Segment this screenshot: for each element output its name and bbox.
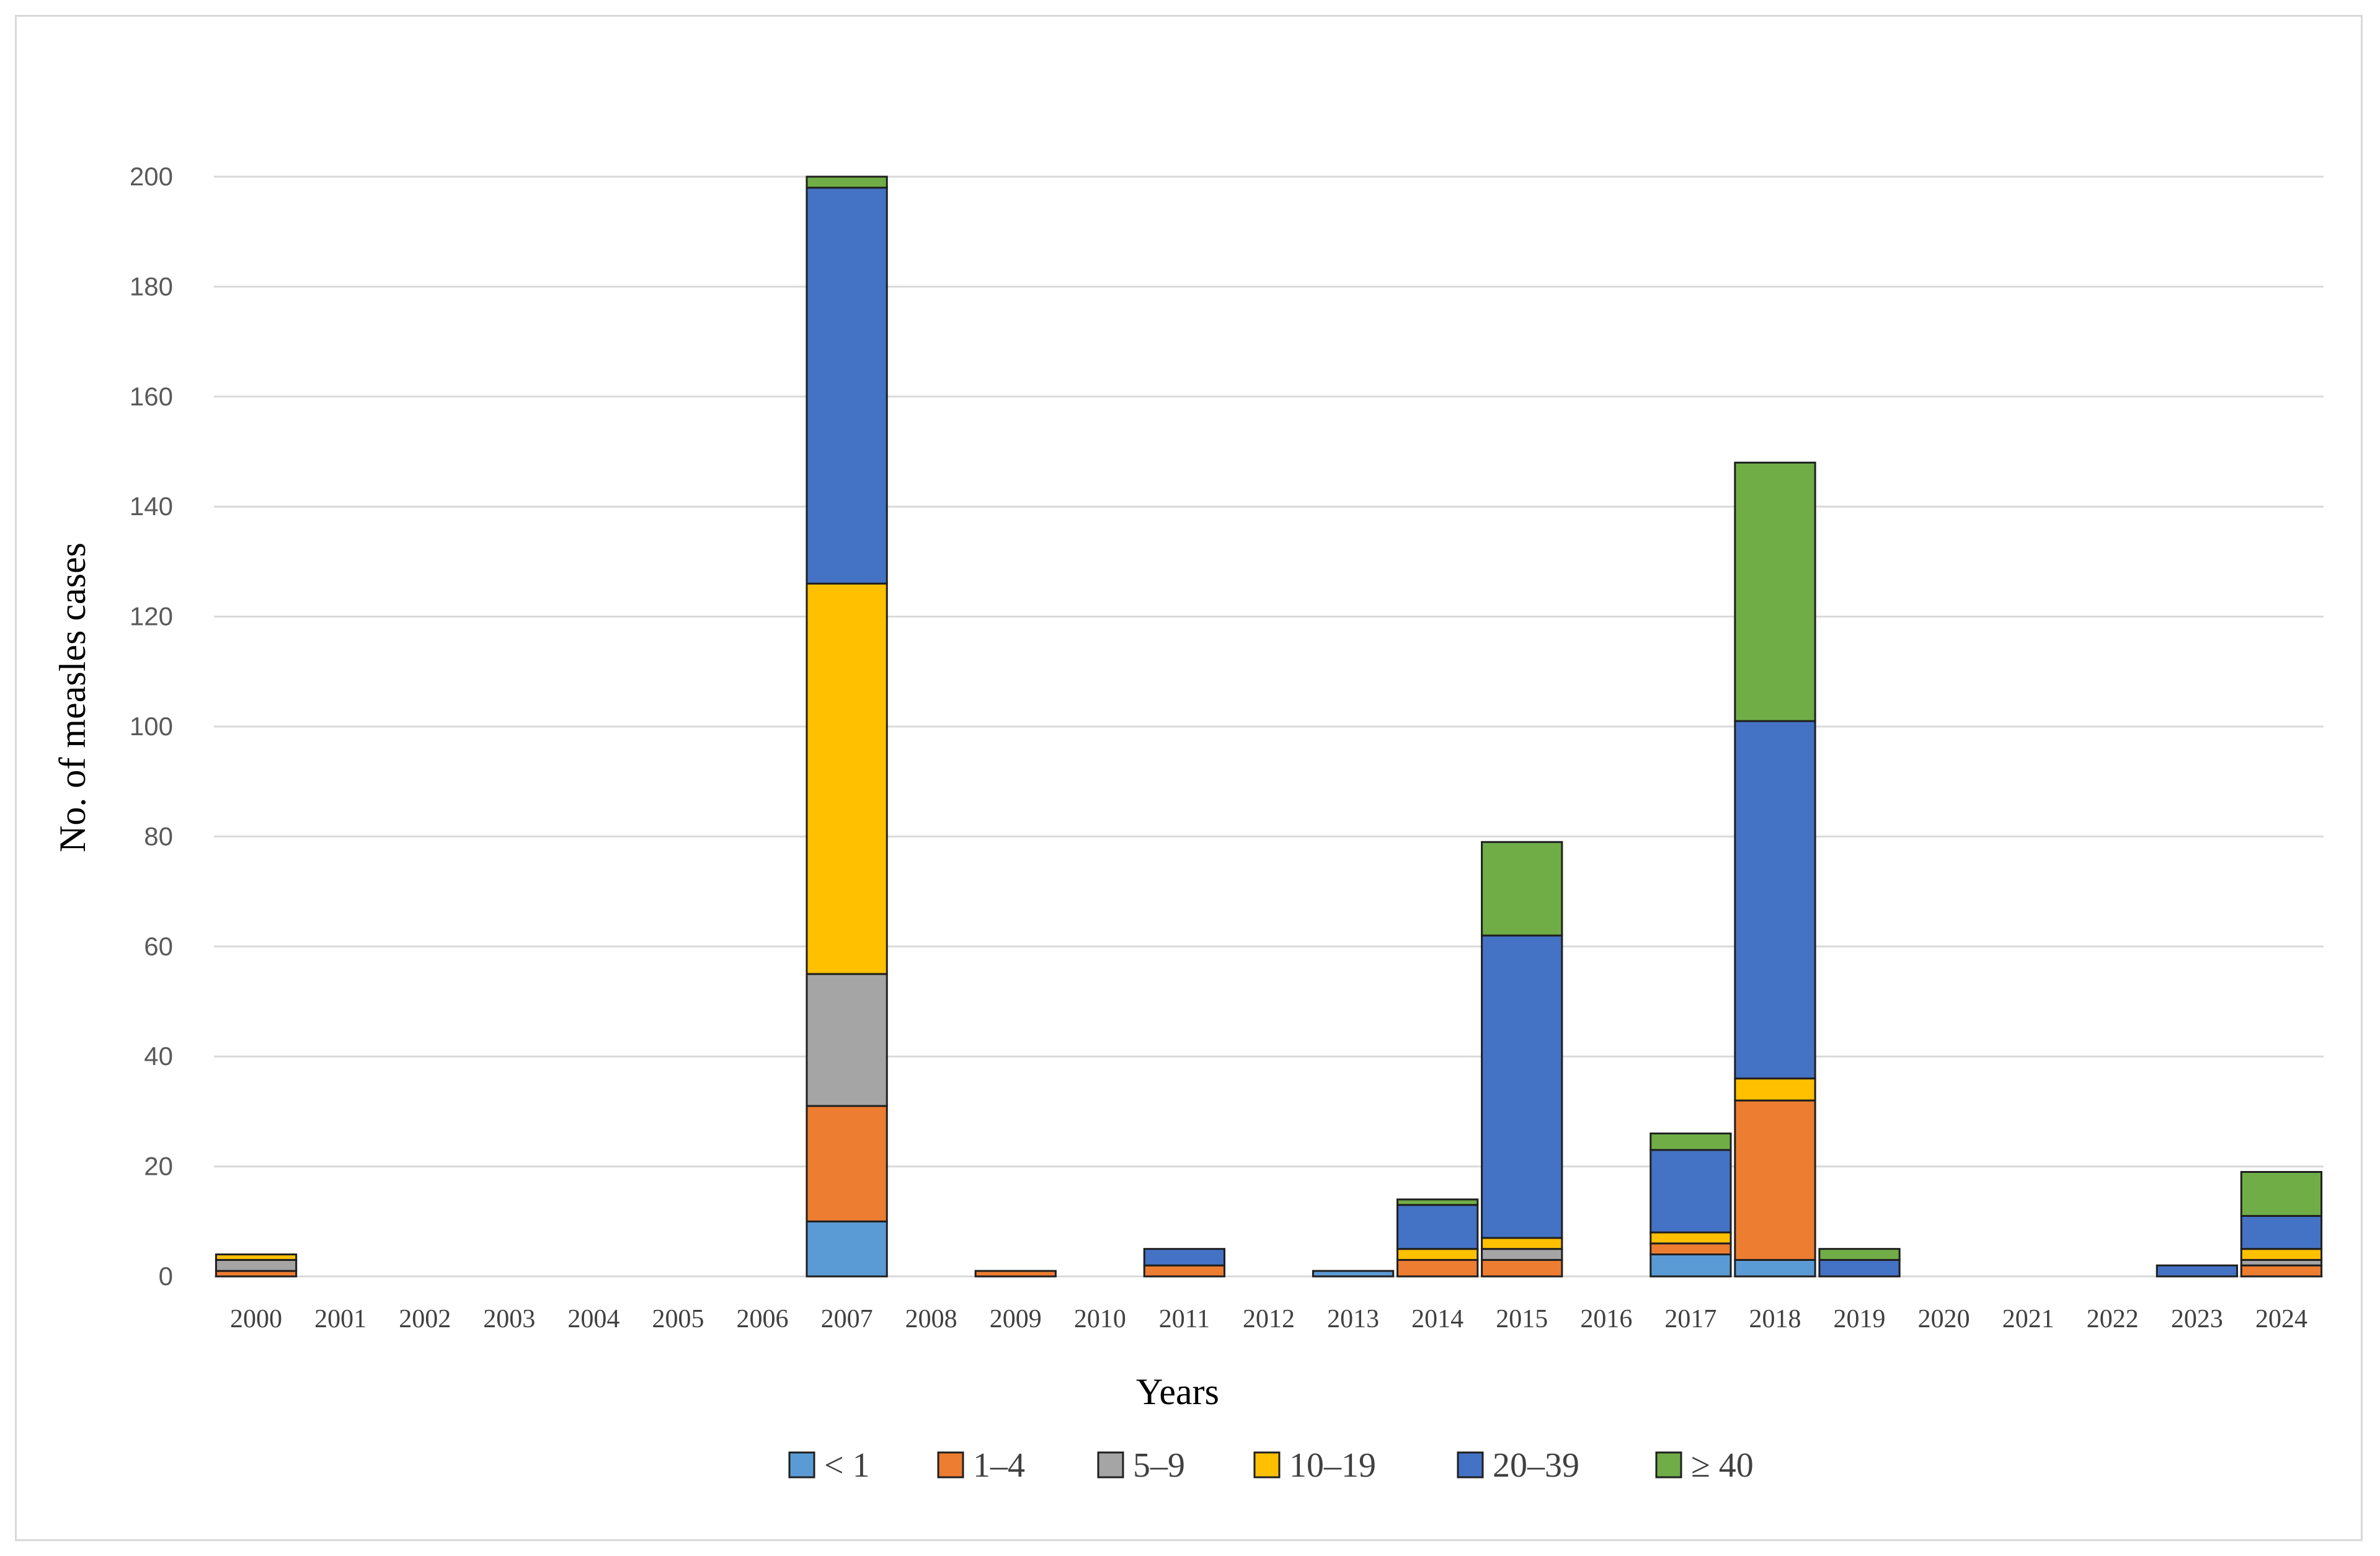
y-axis-title: No. of measles cases (52, 542, 93, 852)
x-tick-label: 2018 (1749, 1305, 1801, 1333)
legend-label: 1–4 (973, 1446, 1025, 1485)
bar-segment (807, 177, 887, 188)
y-tick-label: 60 (144, 932, 173, 961)
x-tick-label: 2020 (1918, 1305, 1970, 1333)
legend-label: 10–19 (1289, 1446, 1376, 1485)
x-tick-label: 2015 (1496, 1305, 1548, 1333)
y-tick-label: 0 (159, 1262, 173, 1291)
bar-segment (1144, 1249, 1224, 1266)
x-tick-label: 2024 (2255, 1305, 2307, 1333)
bar-segment (2157, 1265, 2237, 1276)
legend-swatch (1656, 1452, 1681, 1477)
legend-swatch (1458, 1452, 1483, 1477)
bar-segment (1735, 1079, 1815, 1100)
bar-segment (2241, 1249, 2321, 1260)
x-tick-label: 2002 (399, 1305, 451, 1333)
legend-swatch (1098, 1452, 1123, 1477)
x-axis-ticks: 2000 2001 2002 2003 2004 2005 2006 2007 2008 2009… (230, 1305, 2307, 1333)
y-tick-label: 200 (130, 162, 173, 191)
bar-segment (1398, 1260, 1478, 1276)
x-tick-label: 2011 (1159, 1305, 1210, 1333)
bar-segment (1735, 462, 1815, 721)
bar-segment (1819, 1249, 1899, 1260)
x-tick-label: 2013 (1327, 1305, 1379, 1333)
y-tick-label: 40 (144, 1041, 173, 1071)
legend-swatch (938, 1452, 963, 1477)
x-tick-label: 2003 (483, 1305, 535, 1333)
x-tick-label: 2019 (1834, 1305, 1886, 1333)
bar-segment (1651, 1244, 1731, 1255)
x-tick-label: 2005 (652, 1305, 704, 1333)
bar-segment (975, 1271, 1055, 1276)
measles-stacked-bar-chart: 0 20 40 60 80 100 120 140 160 180 200 2000 2001 2002… (17, 17, 2364, 1543)
x-tick-label: 2010 (1074, 1305, 1126, 1333)
legend-label: ≥ 40 (1691, 1446, 1754, 1485)
x-tick-label: 2017 (1664, 1305, 1716, 1333)
y-tick-label: 120 (130, 602, 173, 631)
x-tick-label: 2006 (737, 1305, 789, 1333)
x-tick-label: 2001 (314, 1305, 366, 1333)
bar-segment (1398, 1200, 1478, 1205)
x-axis-title: Years (1136, 1371, 1219, 1412)
bar-segment (807, 974, 887, 1106)
x-tick-label: 2000 (230, 1305, 282, 1333)
bar-segment (1482, 842, 1562, 935)
bar-segment (1735, 1100, 1815, 1260)
bar-segment (807, 188, 887, 584)
x-tick-label: 2007 (821, 1305, 873, 1333)
bar-segment (807, 583, 887, 974)
y-tick-label: 180 (130, 272, 173, 301)
bar-segment (807, 1106, 887, 1221)
x-tick-label: 2012 (1243, 1305, 1295, 1333)
x-tick-label: 2021 (2002, 1305, 2054, 1333)
bar-segment (1735, 721, 1815, 1079)
legend-label: 5–9 (1133, 1446, 1185, 1485)
bar-segment (1482, 935, 1562, 1238)
bar-segment (807, 1221, 887, 1276)
legend: < 1 1–4 5–9 10–19 20–39 ≥ 40 (789, 1446, 1754, 1485)
legend-label: 20–39 (1493, 1446, 1579, 1485)
bar-segment (1651, 1255, 1731, 1276)
x-tick-label: 2004 (567, 1305, 619, 1333)
bar-segment (1313, 1271, 1393, 1276)
y-tick-label: 80 (144, 821, 173, 851)
x-tick-label: 2016 (1580, 1305, 1632, 1333)
bar-segment (1651, 1150, 1731, 1232)
y-axis-ticks: 0 20 40 60 80 100 120 140 160 180 200 (130, 162, 173, 1291)
y-tick-label: 160 (130, 382, 173, 411)
x-tick-label: 2009 (990, 1305, 1042, 1333)
bar-segment (216, 1260, 296, 1271)
bar-segment (2241, 1216, 2321, 1249)
y-tick-label: 140 (130, 492, 173, 521)
x-tick-label: 2022 (2087, 1305, 2139, 1333)
bar-segment (1651, 1133, 1731, 1150)
bar-segment (1651, 1232, 1731, 1244)
bar-segment (1144, 1265, 1224, 1276)
bar-segment (1398, 1249, 1478, 1260)
y-tick-label: 20 (144, 1152, 173, 1181)
x-tick-label: 2008 (905, 1305, 957, 1333)
x-tick-label: 2014 (1411, 1305, 1463, 1333)
chart-frame: 0 20 40 60 80 100 120 140 160 180 200 2000 2001 2002… (15, 15, 2363, 1541)
x-tick-label: 2023 (2171, 1305, 2223, 1333)
legend-label: < 1 (824, 1446, 870, 1485)
bar-segment (1819, 1260, 1899, 1276)
bar-segment (216, 1255, 296, 1260)
gridlines (214, 177, 2324, 1276)
bar-segment (1735, 1260, 1815, 1276)
bar-segment (1482, 1260, 1562, 1276)
y-tick-label: 100 (130, 712, 173, 741)
bar-segment (2241, 1265, 2321, 1276)
bar-segment (1398, 1205, 1478, 1249)
bar-segment (2241, 1172, 2321, 1216)
legend-swatch (789, 1452, 814, 1477)
legend-swatch (1254, 1452, 1279, 1477)
bar-segment (1482, 1238, 1562, 1249)
bar-segment (1482, 1249, 1562, 1260)
